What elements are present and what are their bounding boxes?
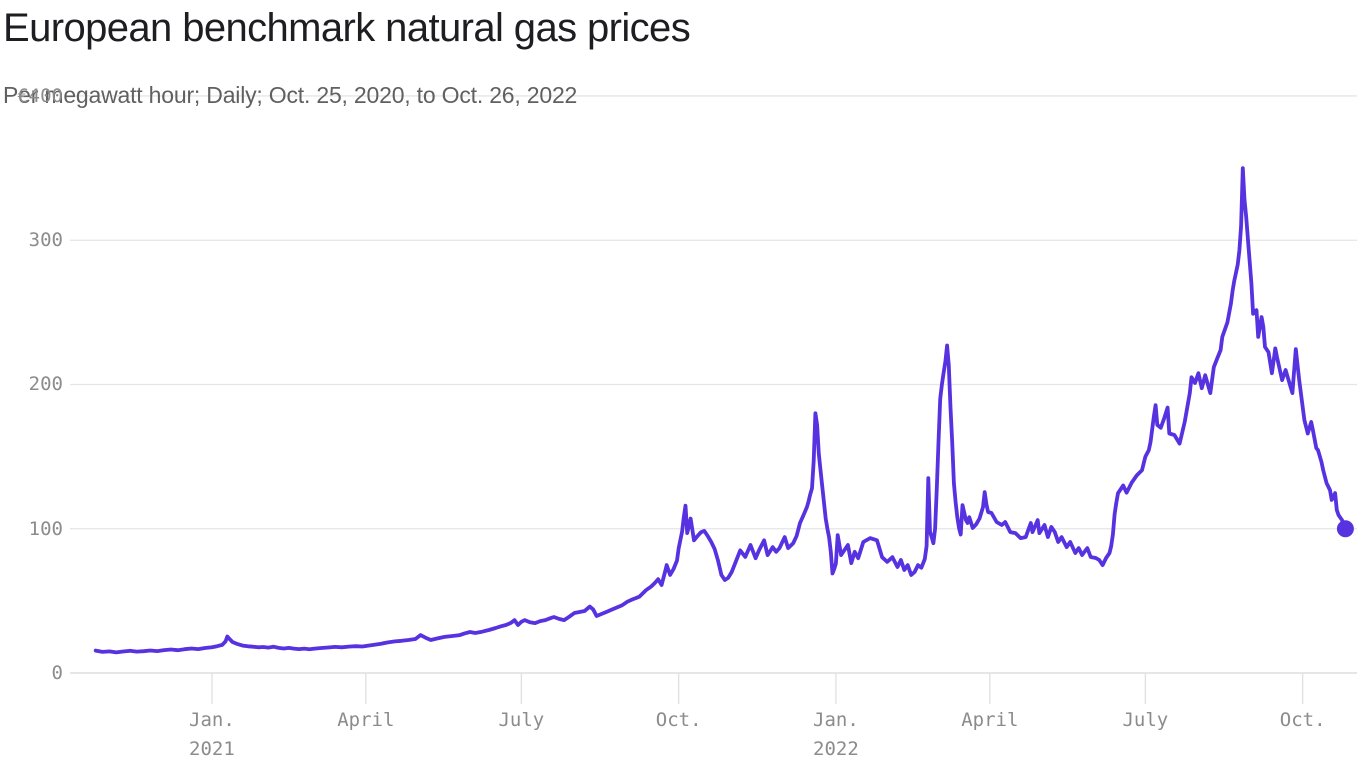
- price-line: [93, 166, 1348, 655]
- end-point-dot: [1336, 520, 1354, 538]
- y-axis-label: €400: [17, 84, 63, 107]
- x-axis-label: April: [961, 709, 1019, 731]
- y-axis-label: 0: [51, 662, 63, 684]
- y-axis-label: 300: [28, 229, 63, 252]
- x-axis-label: July: [498, 709, 545, 731]
- x-axis-label: Jan.: [189, 709, 235, 731]
- x-axis-label: April: [337, 709, 395, 731]
- x-axis-label: Oct.: [1279, 709, 1326, 731]
- x-axis-label: Oct.: [655, 709, 702, 731]
- x-axis-label: Jan.: [813, 709, 859, 731]
- y-axis-label: 100: [28, 517, 63, 540]
- chart-subtitle: Per megawatt hour; Daily; Oct. 25, 2020,…: [3, 82, 578, 108]
- page-title: European benchmark natural gas prices: [3, 6, 691, 50]
- x-axis-year-label: 2022: [813, 738, 859, 760]
- y-axis-label: 200: [28, 373, 63, 396]
- x-axis-year-label: 2021: [189, 738, 235, 760]
- x-axis-label: July: [1122, 709, 1169, 731]
